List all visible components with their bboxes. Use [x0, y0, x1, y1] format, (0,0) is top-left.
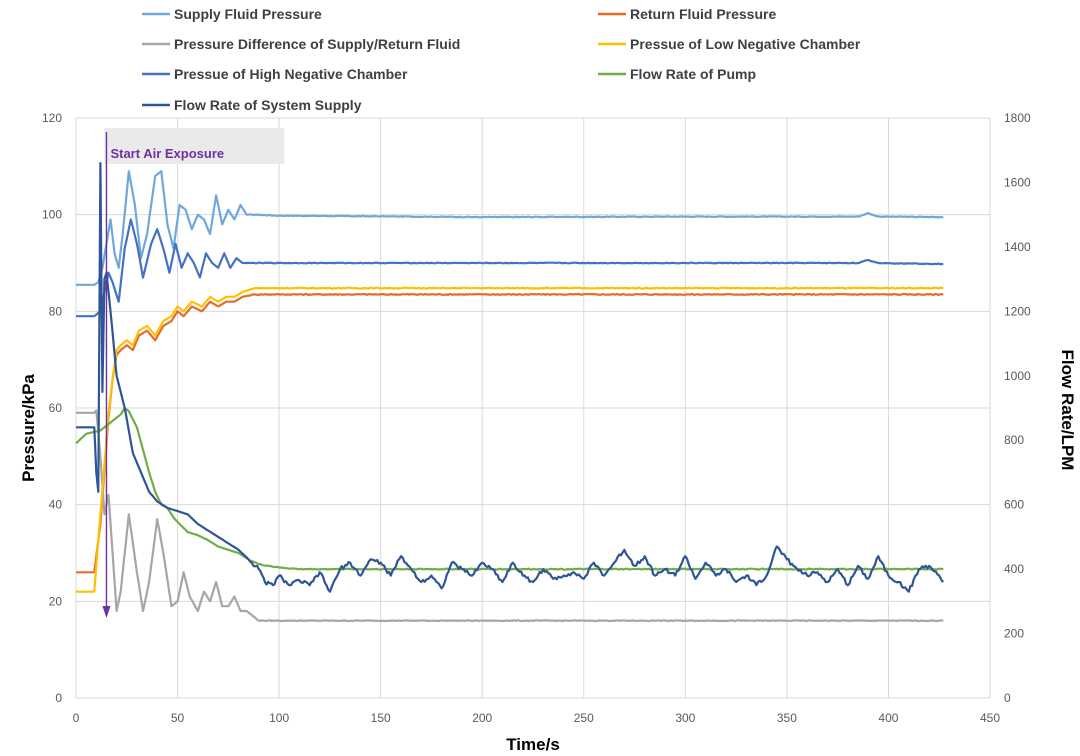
- x-axis-title: Time/s: [506, 735, 560, 754]
- legend-label: Pressure Difference of Supply/Return Flu…: [174, 36, 460, 52]
- annotation-arrow-head: [102, 606, 111, 618]
- x-tick-label: 350: [777, 711, 797, 725]
- x-tick-label: 250: [574, 711, 594, 725]
- y-tick-label: 120: [42, 111, 62, 125]
- x-tick-label: 400: [878, 711, 898, 725]
- series-line: [76, 292, 944, 574]
- annotation-label: Start Air Exposure: [110, 146, 224, 161]
- y2-tick-label: 800: [1004, 433, 1024, 447]
- series-line: [76, 286, 944, 593]
- plot-border: [75, 117, 991, 699]
- legend: Supply Fluid Pressure Return Fluid Pressu…: [142, 6, 861, 113]
- y2-tick-label: 200: [1004, 627, 1024, 641]
- series-line: [76, 162, 945, 593]
- x-tick-label: 100: [269, 711, 289, 725]
- left-axis-ticks: 0 20 40 60 80 100 120: [42, 111, 62, 705]
- y-tick-label: 20: [49, 594, 63, 608]
- series-layer: [75, 162, 945, 623]
- y2-tick-label: 1600: [1004, 175, 1031, 189]
- y2-axis-title: Flow Rate/LPM: [1058, 350, 1077, 471]
- y2-tick-label: 600: [1004, 498, 1024, 512]
- legend-label: Supply Fluid Pressure: [174, 6, 322, 22]
- right-axis-ticks: 0 200 400 600 800 1000 1200 1400 1600 1800: [1004, 111, 1031, 705]
- legend-label: Flow Rate of System Supply: [174, 97, 362, 113]
- y2-tick-label: 1800: [1004, 111, 1031, 125]
- x-tick-label: 50: [171, 711, 185, 725]
- legend-label: Return Fluid Pressure: [630, 6, 776, 22]
- series-line: [76, 218, 944, 318]
- y-tick-label: 60: [49, 401, 63, 415]
- x-tick-label: 150: [371, 711, 391, 725]
- plot-area: [75, 117, 991, 699]
- y2-tick-label: 0: [1004, 691, 1011, 705]
- x-tick-label: 0: [73, 711, 80, 725]
- legend-label: Pressue of High Negative Chamber: [174, 66, 408, 82]
- y-tick-label: 0: [55, 691, 62, 705]
- x-tick-label: 450: [980, 711, 1000, 725]
- x-tick-label: 300: [675, 711, 695, 725]
- y-tick-label: 80: [49, 304, 63, 318]
- y-tick-label: 40: [49, 498, 63, 512]
- annotation: Start Air Exposure: [102, 128, 285, 618]
- x-tick-label: 200: [472, 711, 492, 725]
- y-axis-title: Pressure/kPa: [19, 374, 38, 482]
- y-tick-label: 100: [42, 208, 62, 222]
- legend-label: Pressue of Low Negative Chamber: [630, 36, 861, 52]
- legend-label: Flow Rate of Pump: [630, 66, 756, 82]
- x-axis-ticks: 0 50 100 150 200 250 300 350 400 450: [73, 711, 1001, 725]
- y2-tick-label: 1000: [1004, 369, 1031, 383]
- y2-tick-label: 1200: [1004, 304, 1031, 318]
- series-line: [76, 170, 944, 286]
- annotation-box: [104, 128, 285, 164]
- y2-tick-label: 400: [1004, 562, 1024, 576]
- series-line: [76, 409, 944, 623]
- y2-tick-label: 1400: [1004, 240, 1031, 254]
